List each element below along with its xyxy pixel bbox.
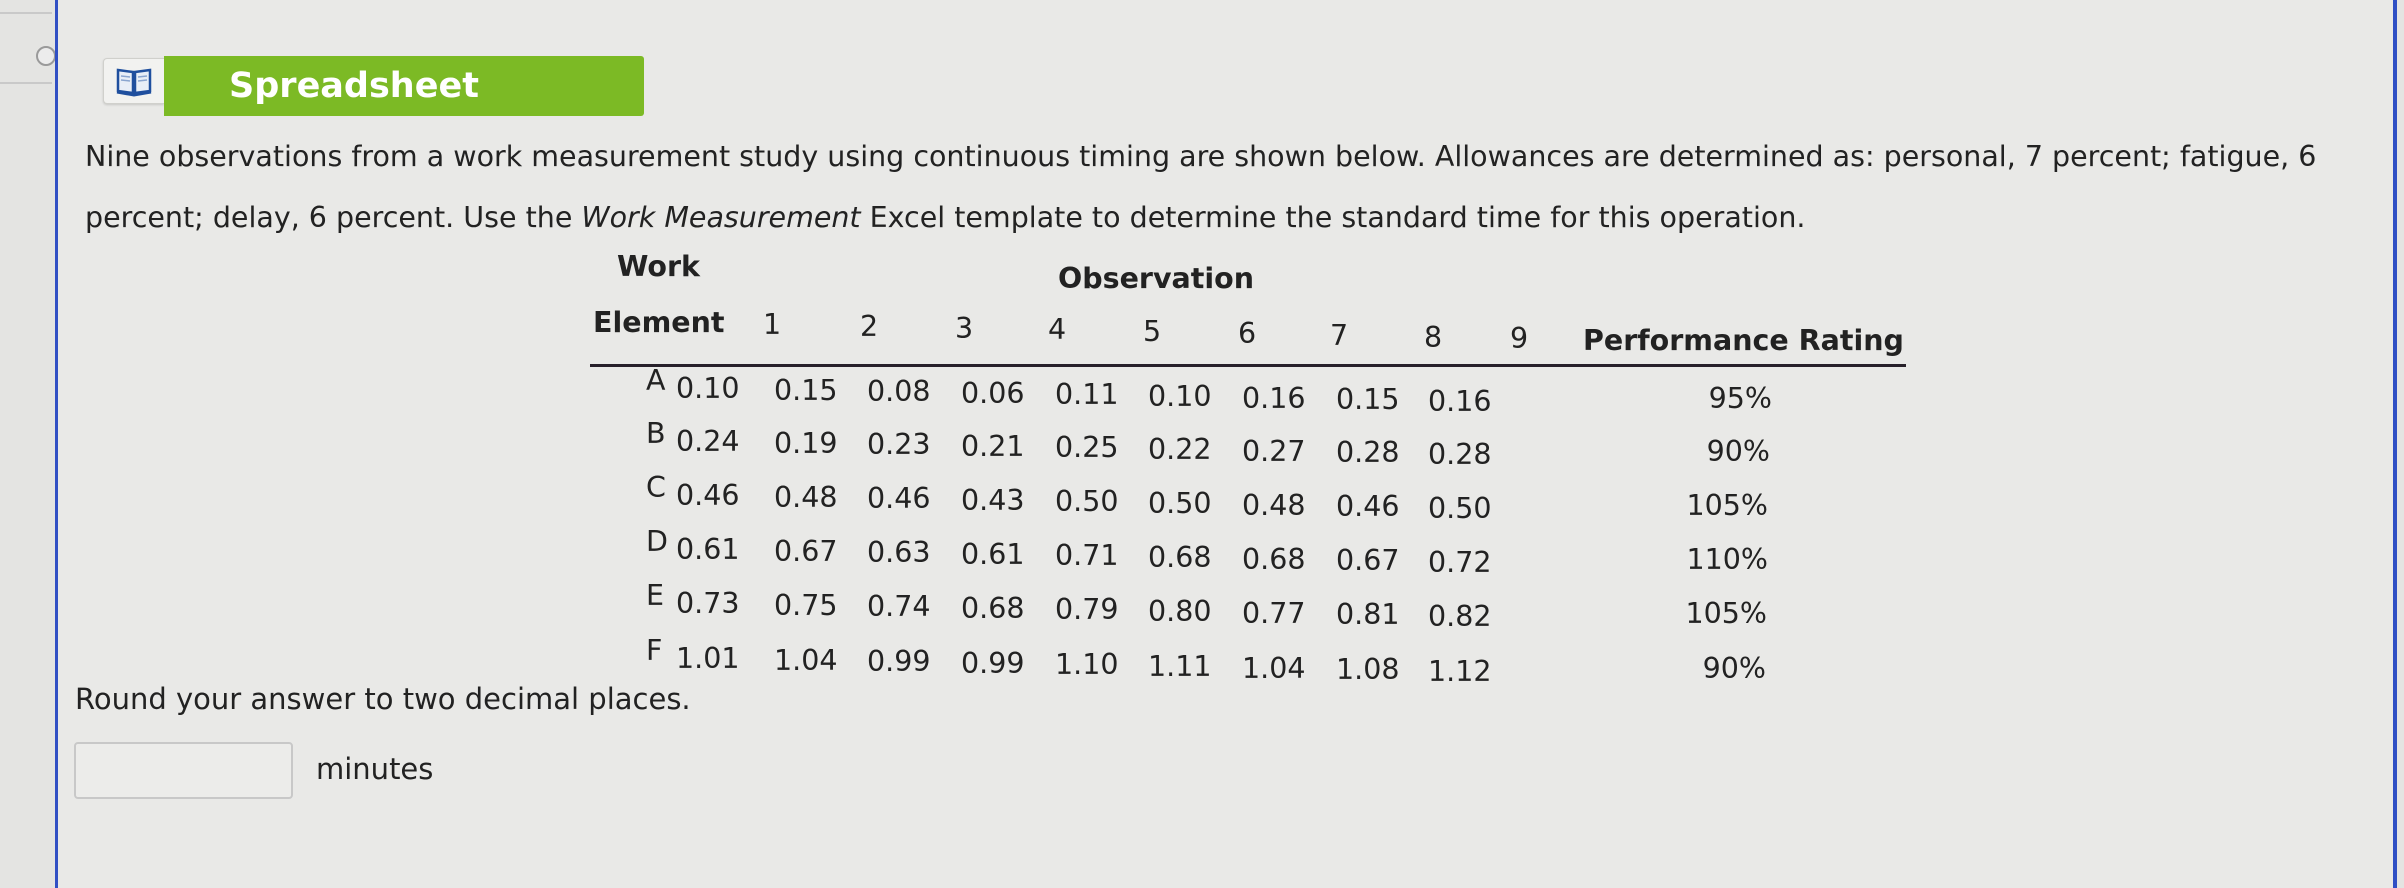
observation-value: 1.12 — [1428, 654, 1492, 688]
prompt-text-end: Excel template to determine the standard… — [860, 201, 1806, 234]
performance-rating: 95% — [1708, 382, 1772, 415]
observation-value: 0.43 — [961, 483, 1025, 517]
question-gutter — [0, 0, 55, 888]
element-label: D — [646, 525, 668, 558]
observation-value: 0.16 — [1242, 381, 1306, 415]
observation-value: 0.80 — [1148, 595, 1212, 628]
element-label: E — [646, 579, 665, 612]
observation-value: 0.23 — [867, 428, 931, 462]
performance-rating: 110% — [1686, 543, 1768, 576]
header-observation: Observation — [1058, 262, 1255, 295]
observation-value: 0.28 — [1428, 437, 1492, 471]
observation-value: 0.08 — [867, 375, 931, 409]
observation-value: 0.50 — [1055, 485, 1119, 519]
observation-value: 0.10 — [676, 372, 740, 405]
performance-rating: 90% — [1702, 652, 1766, 685]
observation-value: 1.08 — [1336, 653, 1400, 687]
header-observation-1: 1 — [763, 308, 782, 341]
observation-value: 0.67 — [1336, 544, 1400, 578]
rounding-instruction: Round your answer to two decimal places. — [75, 682, 691, 716]
element-label: C — [646, 471, 666, 504]
answer-unit: minutes — [316, 752, 434, 786]
observation-value: 0.28 — [1336, 436, 1400, 470]
observation-value: 0.68 — [961, 591, 1025, 625]
answer-input[interactable] — [74, 742, 293, 799]
header-observation-5: 5 — [1143, 315, 1162, 349]
header-observation-3: 3 — [955, 311, 974, 345]
gutter-divider — [0, 82, 52, 84]
observation-value: 0.61 — [676, 533, 740, 566]
observation-value: 0.15 — [774, 373, 838, 407]
observation-value: 0.74 — [867, 590, 931, 624]
header-observation-2: 2 — [860, 309, 879, 343]
template-name: Work Measurement — [581, 201, 861, 234]
spreadsheet-button-label[interactable]: Spreadsheet — [164, 56, 644, 116]
observation-value: 0.81 — [1336, 598, 1400, 632]
observation-value: 0.72 — [1428, 545, 1492, 579]
observation-value: 0.50 — [1148, 487, 1212, 520]
observation-value: 0.10 — [1148, 380, 1212, 413]
header-observation-8: 8 — [1424, 320, 1443, 354]
observation-value: 0.15 — [1336, 383, 1400, 417]
header-rule — [590, 364, 1906, 367]
header-element: Element — [593, 306, 725, 339]
question-status-radio[interactable] — [36, 46, 56, 66]
observation-value: 0.79 — [1055, 593, 1119, 627]
observation-value: 0.06 — [961, 376, 1025, 410]
observation-value: 1.04 — [774, 643, 838, 677]
spreadsheet-button[interactable]: Spreadsheet — [103, 56, 644, 116]
observation-value: 0.61 — [961, 537, 1025, 571]
element-label: B — [646, 417, 666, 450]
observation-value: 0.24 — [676, 425, 740, 458]
observation-value: 0.19 — [774, 426, 838, 460]
observation-value: 0.50 — [1428, 491, 1492, 525]
observation-value: 0.99 — [961, 646, 1025, 680]
observation-value: 1.11 — [1148, 650, 1212, 683]
observation-value: 1.01 — [676, 642, 740, 675]
observation-value: 0.99 — [867, 645, 931, 679]
observation-value: 1.04 — [1242, 651, 1306, 685]
observation-value: 0.68 — [1148, 541, 1212, 574]
right-gutter — [2397, 0, 2404, 888]
question-border-left — [55, 0, 58, 888]
observation-value: 0.16 — [1428, 384, 1492, 418]
element-label: F — [646, 634, 663, 667]
observation-value: 0.63 — [867, 536, 931, 570]
header-performance-rating: Performance Rating — [1583, 324, 1904, 357]
observation-value: 0.77 — [1242, 596, 1306, 630]
spreadsheet-icon-box[interactable] — [103, 58, 164, 104]
observation-value: 0.73 — [676, 587, 740, 620]
observation-value: 0.75 — [774, 588, 838, 622]
header-observation-4: 4 — [1048, 313, 1067, 347]
header-observation-9: 9 — [1510, 322, 1529, 356]
element-label: A — [646, 364, 666, 397]
observation-value: 0.46 — [676, 479, 740, 512]
observation-value: 0.48 — [774, 480, 838, 514]
header-observation-6: 6 — [1238, 317, 1257, 350]
observation-value: 0.82 — [1428, 599, 1492, 633]
observation-value: 0.46 — [1336, 490, 1400, 524]
performance-rating: 105% — [1686, 489, 1768, 522]
prompt-text: Nine observations from a work measuremen… — [85, 140, 2317, 234]
observation-value: 0.22 — [1148, 433, 1212, 466]
observation-value: 0.25 — [1055, 431, 1119, 465]
observation-value: 0.67 — [774, 534, 838, 568]
observation-value: 0.21 — [961, 429, 1025, 463]
performance-rating: 90% — [1706, 435, 1770, 468]
observation-value: 0.11 — [1055, 378, 1119, 412]
performance-rating: 105% — [1685, 597, 1767, 630]
question-prompt: Nine observations from a work measuremen… — [85, 126, 2375, 248]
gutter-divider — [0, 12, 52, 14]
observation-value: 0.48 — [1242, 488, 1306, 522]
observation-value: 0.71 — [1055, 539, 1119, 573]
observation-value: 0.46 — [867, 482, 931, 516]
header-observation-7: 7 — [1330, 318, 1349, 352]
header-work: Work — [617, 250, 701, 283]
observation-value: 0.68 — [1242, 542, 1306, 576]
book-icon — [116, 68, 152, 97]
observation-value: 0.27 — [1242, 434, 1306, 468]
question-border-right — [2393, 0, 2397, 888]
observation-value: 1.10 — [1055, 648, 1119, 682]
